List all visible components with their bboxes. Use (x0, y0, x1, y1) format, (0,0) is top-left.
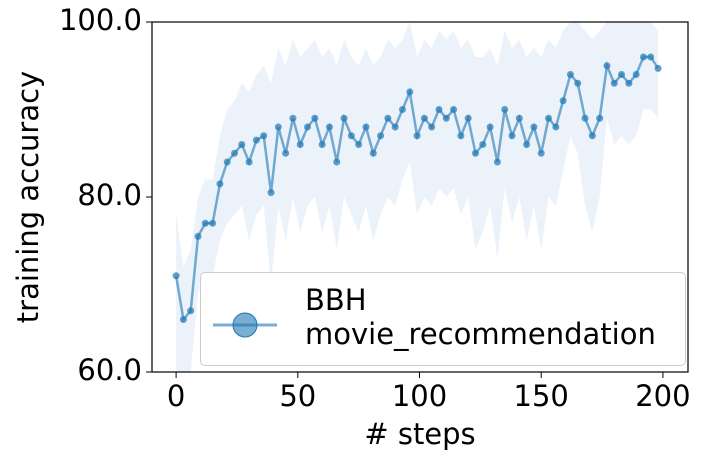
data-point (435, 106, 443, 113)
data-point (296, 141, 304, 148)
data-point (274, 123, 282, 131)
data-point (252, 136, 260, 144)
y-tick-label: 60.0 (77, 353, 142, 387)
data-point (201, 219, 209, 227)
data-point (325, 123, 333, 131)
data-point (639, 53, 647, 61)
data-point (545, 114, 553, 122)
x-tick-label: 0 (167, 379, 185, 413)
data-point (384, 114, 392, 122)
legend-label: BBH movie_recommendation (305, 283, 656, 351)
y-tick-label: 80.0 (77, 178, 142, 212)
data-point (618, 71, 626, 78)
data-point (515, 114, 523, 122)
data-point (223, 158, 231, 166)
data-point (377, 132, 385, 140)
data-point (596, 114, 604, 122)
data-point (282, 149, 290, 157)
data-point (318, 141, 326, 148)
data-point (647, 53, 655, 61)
data-point (464, 114, 472, 122)
data-point (493, 158, 501, 166)
data-point (486, 123, 494, 131)
x-tick-label: 200 (635, 379, 690, 413)
legend: BBH movie_recommendation (200, 272, 686, 366)
data-point (362, 123, 370, 131)
data-point (289, 114, 297, 122)
data-point (479, 141, 487, 148)
data-point (603, 62, 611, 70)
x-tick-label: 100 (392, 379, 447, 413)
data-point (391, 123, 399, 131)
data-point (245, 158, 253, 166)
legend-marker (213, 312, 277, 338)
data-point (552, 123, 560, 131)
data-point (304, 123, 312, 131)
error-band (176, 22, 659, 372)
data-point (398, 106, 406, 113)
data-point (530, 123, 538, 131)
data-point (559, 97, 567, 105)
y-tick-label: 100.0 (59, 3, 142, 37)
x-axis-label: # steps (364, 417, 475, 451)
data-point (420, 114, 428, 122)
data-point (216, 180, 224, 188)
data-point (333, 158, 341, 166)
data-point (194, 232, 202, 240)
data-point (574, 79, 582, 87)
data-point (471, 149, 479, 157)
data-point (537, 149, 545, 157)
data-point (406, 88, 414, 96)
data-point (355, 141, 363, 148)
data-point (508, 132, 516, 140)
data-point (260, 132, 268, 140)
data-point (457, 132, 465, 140)
x-tick-label: 150 (514, 379, 569, 413)
y-axis-label: training accuracy (11, 71, 45, 323)
data-point (442, 114, 450, 122)
data-point (231, 149, 239, 157)
data-point (369, 149, 377, 157)
data-point (340, 114, 348, 122)
data-point (428, 123, 436, 131)
data-point (347, 132, 355, 140)
data-point (523, 141, 531, 148)
data-point (654, 64, 662, 72)
data-point (610, 79, 618, 87)
data-point (501, 106, 509, 113)
data-point (413, 132, 421, 140)
data-point (238, 141, 246, 148)
data-point (172, 272, 180, 280)
data-point (267, 189, 275, 197)
data-point (209, 219, 217, 227)
data-point (625, 79, 633, 87)
data-point (632, 71, 640, 78)
data-point (581, 114, 589, 122)
data-point (187, 307, 195, 315)
data-point (179, 316, 187, 323)
data-point (588, 132, 596, 140)
x-tick-label: 50 (279, 379, 316, 413)
data-point (450, 106, 458, 113)
data-point (566, 71, 574, 78)
data-point (311, 114, 319, 122)
